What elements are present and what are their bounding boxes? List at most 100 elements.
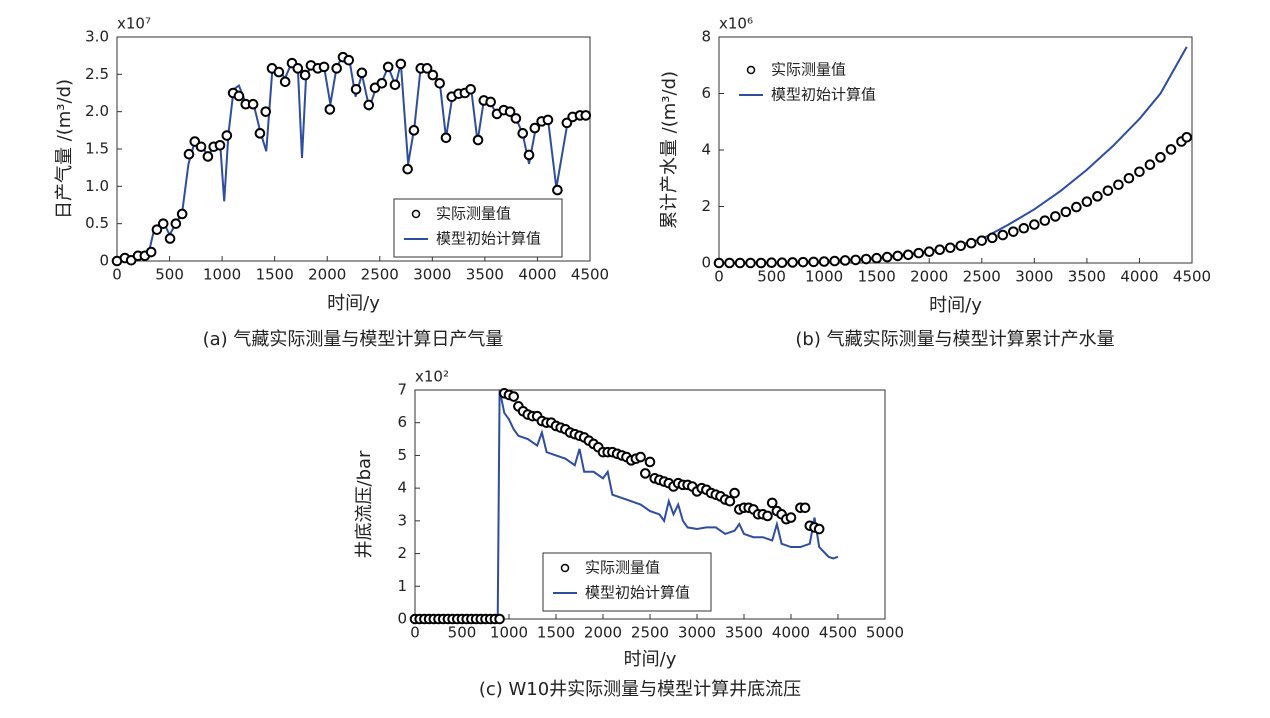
measured-point [808, 256, 819, 268]
measured-point [176, 208, 188, 220]
y-exponent: x10² [415, 368, 449, 386]
measured-point [434, 77, 445, 89]
x-tick-label: 1000 [203, 266, 241, 284]
y-tick-label: 6 [701, 84, 711, 102]
measured-point [799, 502, 811, 514]
x-tick-label: 2500 [361, 266, 399, 284]
measured-point [145, 246, 157, 258]
measured-point [766, 257, 777, 269]
measured-point [408, 125, 420, 136]
measured-point [318, 61, 330, 73]
y-tick-label: 2.5 [85, 65, 109, 83]
measured-point [729, 487, 740, 499]
x-tick-label: 1500 [256, 266, 294, 284]
measured-point [517, 128, 529, 139]
measured-point [829, 255, 840, 267]
caption: (c) W10井实际测量与模型计算井底流压 [479, 679, 801, 700]
x-tick-label: 0 [410, 624, 420, 642]
measured-point [170, 218, 182, 229]
measured-point [635, 451, 646, 463]
x-tick-label: 1500 [858, 268, 896, 286]
measured-point [923, 246, 935, 257]
measured-point [1071, 201, 1082, 213]
legend-box [542, 552, 712, 612]
y-tick-label: 1.0 [85, 177, 109, 195]
x-tick-label: 4000 [772, 624, 810, 642]
measured-point [871, 252, 882, 264]
y-exponent: x10⁷ [117, 15, 151, 33]
measured-point [644, 456, 656, 468]
caption: (b) 气藏实际测量与模型计算累计产水量 [795, 329, 1114, 350]
measured-point [1155, 152, 1166, 163]
y-tick-label: 4 [701, 141, 711, 159]
model-line [415, 389, 839, 620]
measured-point [508, 391, 520, 402]
y-tick-label: 7 [397, 381, 407, 399]
measured-point [1144, 159, 1156, 170]
legend-label: 实际测量值 [585, 559, 660, 577]
measured-point [860, 253, 872, 265]
measured-point [485, 96, 496, 108]
measured-point [797, 256, 809, 268]
measured-point [755, 257, 767, 269]
measured-point [881, 251, 893, 263]
measured-point [157, 218, 169, 229]
measured-point [734, 257, 746, 269]
measured-point [997, 229, 1009, 241]
measured-point [299, 69, 311, 81]
y-tick-label: 0 [397, 610, 407, 628]
y-exponent: x10⁶ [719, 15, 753, 33]
x-tick-label: 1000 [805, 268, 843, 286]
measured-point [785, 512, 797, 523]
x-tick-label: 4000 [1120, 268, 1158, 286]
measured-point [343, 54, 355, 66]
y-tick-label: 5 [397, 446, 407, 464]
measured-point [813, 523, 825, 535]
measured-point [776, 257, 788, 269]
legend-marker [746, 65, 756, 75]
measured-point [164, 233, 176, 244]
measured-point [902, 249, 914, 261]
measured-point [818, 256, 830, 267]
y-tick-label: 2 [397, 544, 407, 562]
x-tick-label: 500 [155, 266, 184, 284]
measured-point [324, 104, 336, 115]
measured-point [1113, 179, 1124, 191]
measured-point [850, 254, 861, 266]
measured-point [724, 257, 735, 269]
legend-marker [560, 563, 570, 573]
measured-point [955, 240, 967, 252]
x-tick-label: 3500 [466, 266, 504, 284]
measured-point [787, 257, 798, 268]
x-tick-label: 2500 [631, 624, 669, 642]
measured-point [233, 90, 245, 102]
measured-point [472, 134, 484, 146]
measured-point [221, 130, 233, 141]
x-tick-label: 500 [757, 268, 786, 286]
legend-box [393, 198, 563, 258]
measured-point [1134, 166, 1145, 178]
measured-point [1123, 172, 1135, 184]
x-tick-label: 3000 [413, 266, 451, 284]
x-tick-label: 2500 [963, 268, 1001, 286]
x-tick-label: 1000 [490, 624, 528, 642]
measured-point [382, 61, 394, 73]
measured-point [1060, 206, 1072, 218]
x-tick-label: 2000 [584, 624, 622, 642]
measured-point [766, 497, 778, 509]
measured-point [494, 613, 505, 625]
measured-point [552, 184, 563, 196]
measured-point [724, 495, 736, 507]
measured-point [465, 83, 476, 95]
measured-point [195, 141, 207, 153]
y-tick-label: 0.5 [85, 214, 109, 232]
measured-point [1092, 191, 1103, 202]
y-axis-label: 井底流压/bar [354, 450, 375, 559]
y-tick-label: 8 [701, 28, 711, 46]
measured-point [965, 237, 977, 249]
x-tick-label: 4500 [819, 624, 857, 642]
measured-point [944, 242, 956, 254]
x-tick-label: 0 [714, 268, 724, 286]
y-axis-label: 日产气量 /(m³/d) [54, 79, 75, 219]
